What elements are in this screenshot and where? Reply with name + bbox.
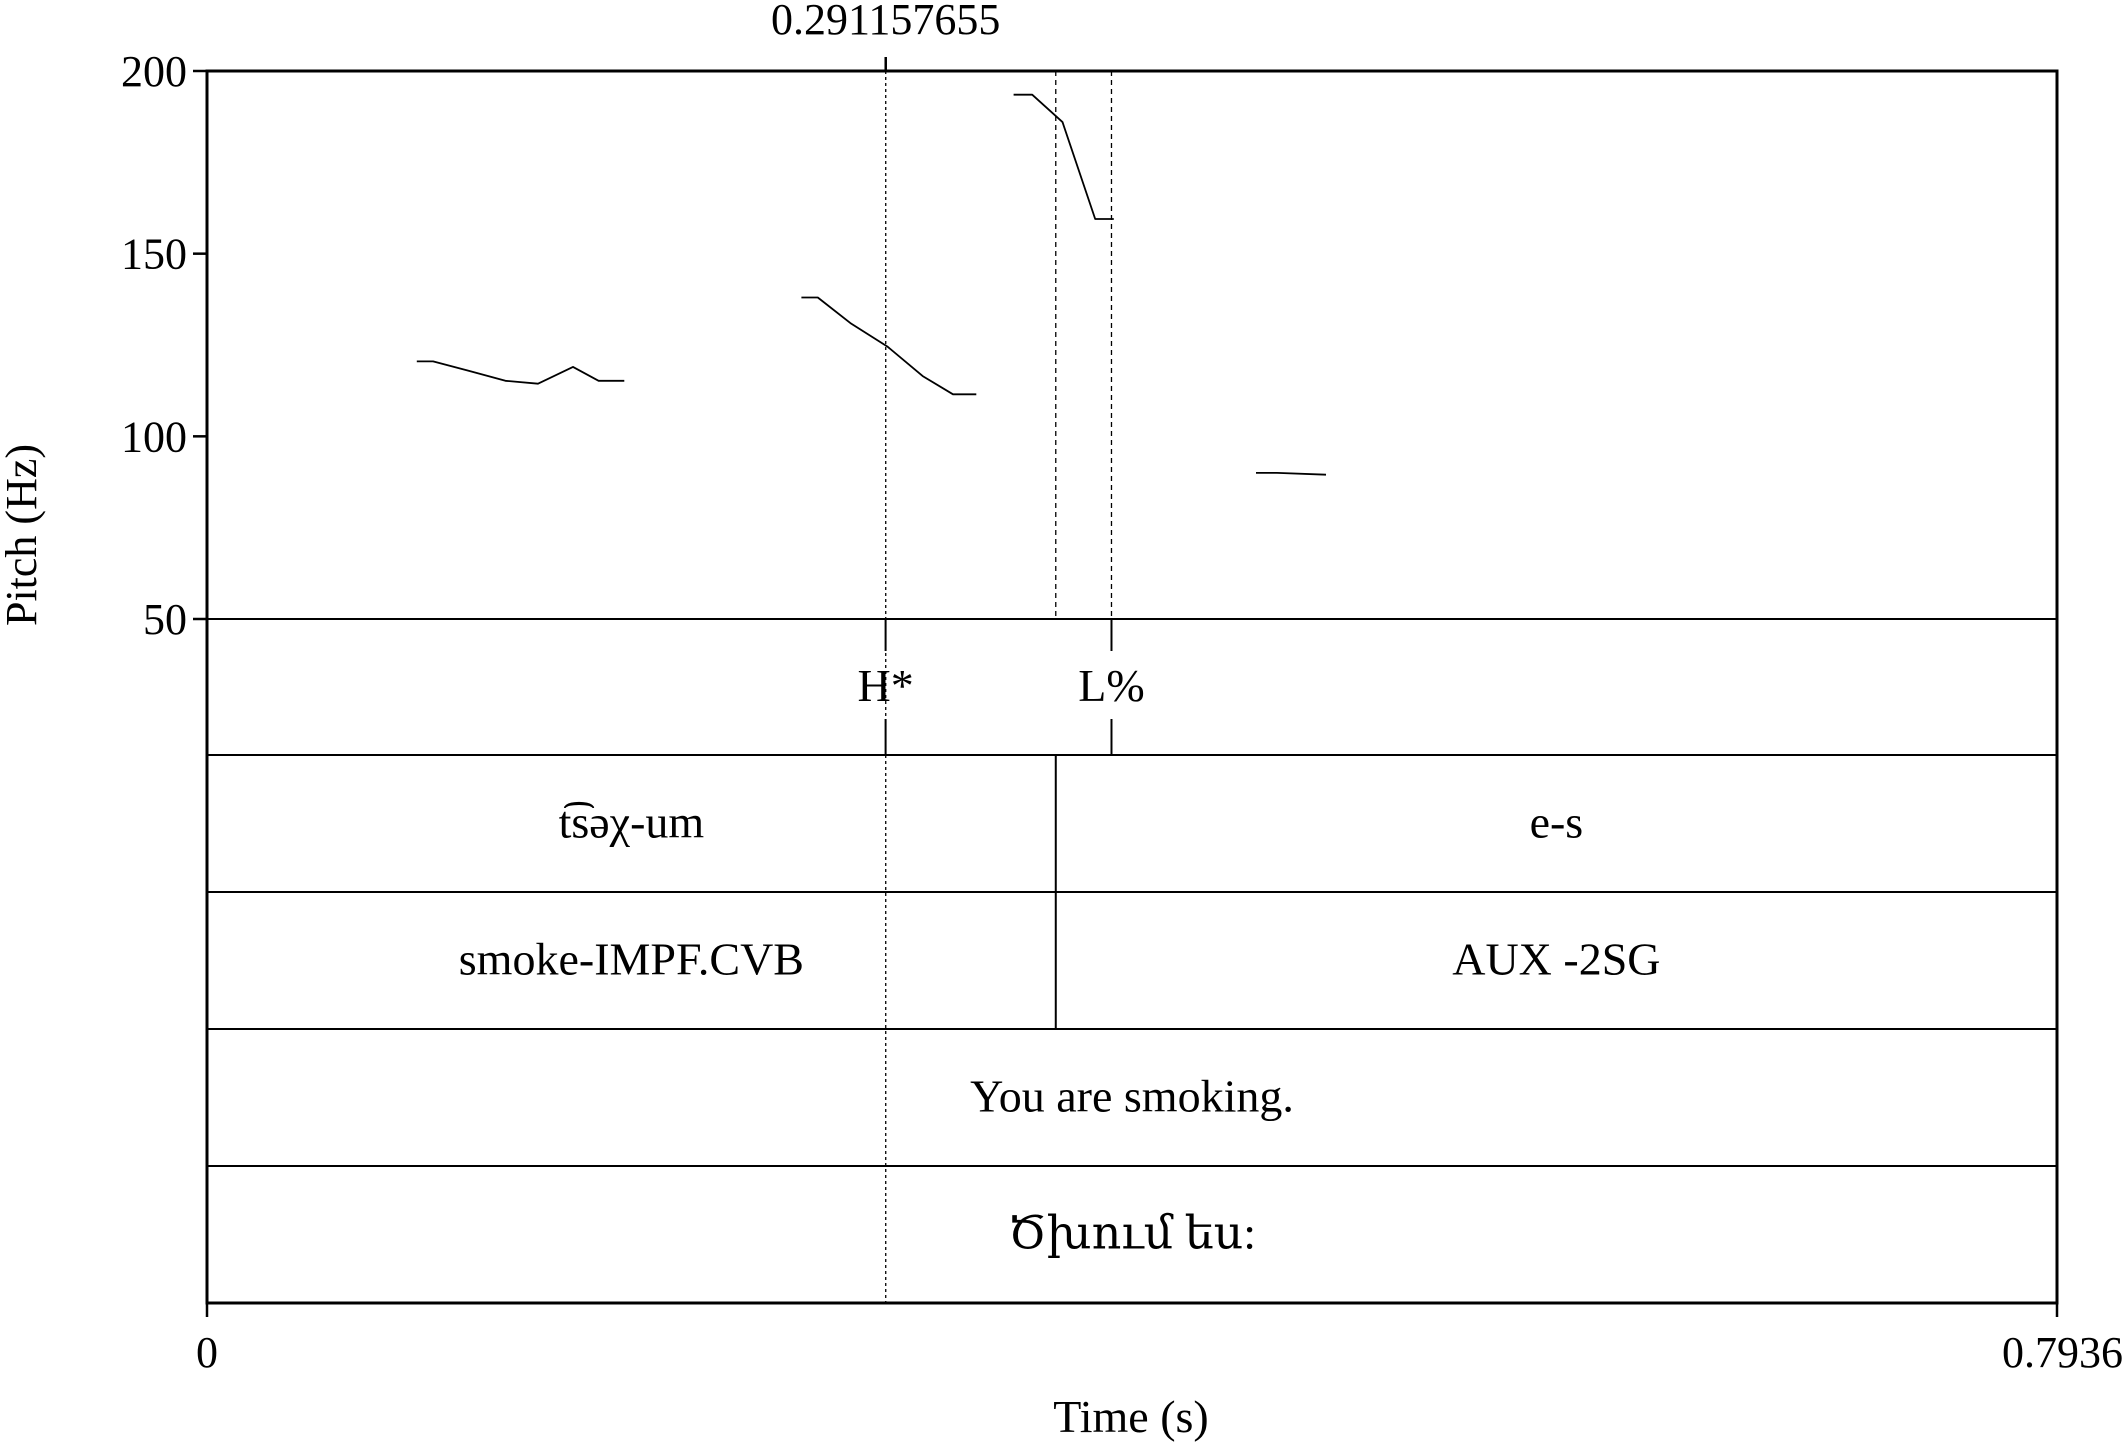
y-tick-label: 200 [121, 47, 187, 96]
cursor-label: 0.291157655 [771, 0, 1000, 44]
pitch-segment [1013, 93, 1114, 220]
interval-label: AUX -2SG [1452, 934, 1660, 985]
pitch-segment [416, 360, 625, 385]
annotation-tiers: H* L% t͡səχ-um e-s smoke-IMPF.CVB AUX -2SG You… [459, 619, 1661, 1259]
interval-label: Ծխում ես: [1008, 1208, 1256, 1259]
pitch-segment [1256, 471, 1327, 476]
y-tick-label: 150 [121, 230, 187, 279]
y-tick-label: 100 [121, 412, 187, 461]
tone-label: H* [857, 660, 913, 711]
dotted-guide-lines [885, 71, 1113, 1303]
interval-label: t͡səχ-um [559, 797, 705, 848]
y-tick-label: 50 [143, 595, 187, 644]
x-tick-label: 0.7936 [2002, 1328, 2123, 1377]
interval-label: smoke-IMPF.CVB [459, 934, 804, 985]
y-axis-label: Pitch (Hz) [0, 444, 46, 626]
pitch-segment [801, 296, 977, 396]
x-axis-label: Time (s) [1053, 1391, 1209, 1442]
interval-label: You are smoking. [970, 1071, 1294, 1122]
pitch-track [416, 93, 1327, 476]
tone-label: L% [1078, 660, 1144, 711]
interval-label: e-s [1530, 797, 1584, 848]
plot-border [205, 69, 2059, 1305]
x-tick-label: 0 [196, 1328, 218, 1377]
plot-frame [205, 69, 2059, 1305]
